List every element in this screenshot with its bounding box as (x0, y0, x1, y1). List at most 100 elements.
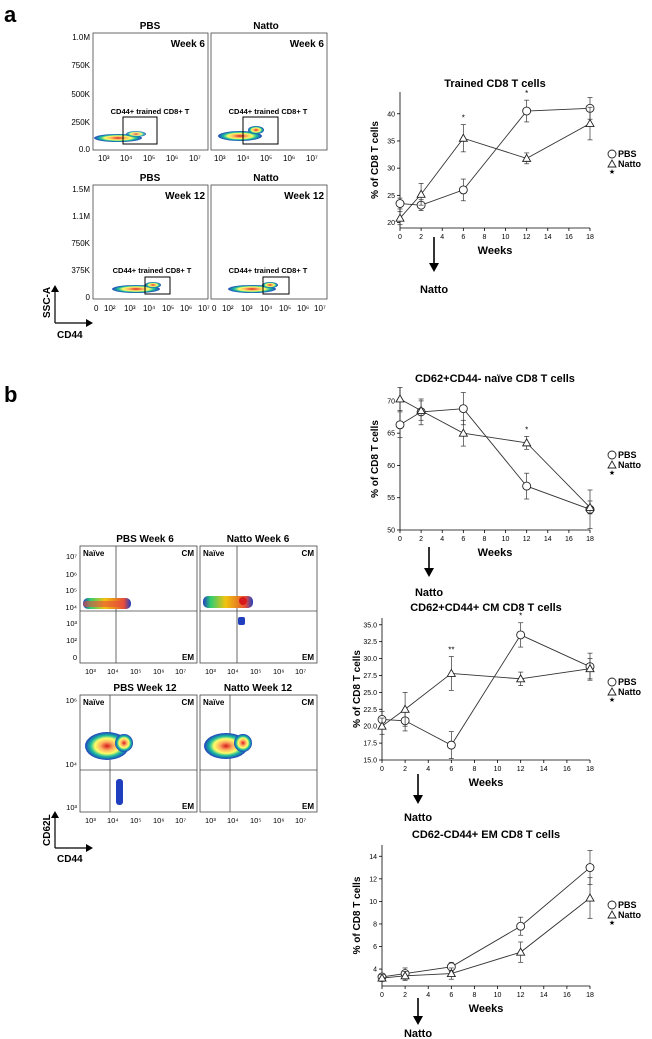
x-tick-label: 4 (426, 992, 430, 999)
legend-marker-pbs (607, 149, 617, 159)
significance-marker: * (519, 612, 522, 621)
y-tick-label: 60 (387, 463, 395, 470)
x-tick-label: 10⁶ (153, 667, 164, 676)
natto-arrow-b-naive: Natto (415, 547, 443, 599)
panel-b-letter: b (4, 382, 17, 407)
x-tick-label: 2 (403, 992, 407, 999)
y-tick-label: 10⁴ (65, 760, 77, 769)
x-tick-label: 2 (419, 234, 423, 241)
data-point-pbs (446, 740, 456, 750)
x-tick-label: 10 (494, 766, 502, 773)
data-point-natto (521, 153, 532, 162)
arrow-head (413, 795, 423, 804)
data-point-pbs (395, 199, 405, 208)
x-tick-label: 10⁴ (227, 816, 239, 825)
x-tick-label: 10 (502, 536, 510, 543)
natto-arrow-label: Natto (404, 812, 432, 824)
y-tick-label: 10⁴ (65, 603, 77, 612)
data-point-natto (416, 405, 426, 415)
x-tick-label: 10⁷ (175, 667, 186, 676)
plot-frame (210, 184, 328, 300)
flow-plot-week-label: Week 6 (171, 39, 206, 50)
x-tick-label: 0 (380, 992, 384, 999)
y-tick-label: 750K (71, 61, 90, 70)
x-tick-label: 10⁷ (198, 304, 210, 313)
y-tick-label: 30.0 (363, 656, 377, 663)
x-tick-label: 18 (586, 766, 594, 773)
series-line-pbs (381, 634, 591, 746)
x-tick-label: 10⁵ (250, 816, 261, 825)
x-tick-label: 10⁶ (283, 154, 295, 163)
quadrant-label-em: EM (302, 653, 314, 662)
y-tick-label: 10⁵ (66, 586, 77, 595)
quadrant-label-cm: CM (182, 698, 195, 707)
x-tick-label: 4 (440, 536, 444, 543)
x-tick-label: 10⁶ (166, 154, 178, 163)
data-point-natto (400, 970, 410, 980)
legend-marker-natto (607, 159, 617, 168)
gate-label: CD44+ trained CD8+ T (113, 266, 192, 275)
y-tick-label: 10⁷ (66, 552, 77, 561)
x-tick-label: 10⁶ (273, 667, 284, 676)
y-tick-label: 0 (86, 293, 91, 302)
flow-plot-b-natto-week12: Natto Week 12 Naïve CM EM (199, 683, 318, 813)
gate-label: CD44+ trained CD8+ T (229, 107, 308, 116)
x-tick-label: 0 (94, 304, 99, 313)
x-tick-label: 4 (426, 766, 430, 773)
flow-plot-group-label: Natto (253, 21, 279, 32)
x-tick-label: 10³ (85, 816, 96, 825)
legend-marker-pbs (607, 677, 617, 687)
line-chart-naive: CD62+CD44- naïve CD8 T cells 50 55 60 65 70 0 2… (370, 373, 641, 559)
legend-label-pbs: PBS (618, 677, 637, 687)
y-tick-label: 20.0 (363, 724, 377, 731)
y-tick-label: 65 (387, 431, 395, 438)
flow-a-bottom-x-ticks: 0 10² 10³ 10⁴ 10⁵ 10⁶ 10⁷ 0 10² 10³ 10⁴ … (94, 304, 326, 313)
x-tick-label: 10⁵ (162, 304, 174, 313)
cell-population (234, 734, 252, 752)
line-chart-cm: CD62+CD44+ CM CD8 T cells 15.0 17.5 20.0 22.… (352, 602, 641, 789)
natto-arrow-b-cm: Natto (404, 774, 432, 824)
quadrant-label-em: EM (302, 802, 314, 811)
natto-arrow-b-em: Natto (404, 998, 432, 1039)
significance-marker: ** (448, 646, 454, 655)
series-line-natto (399, 398, 591, 508)
data-point-natto (585, 502, 595, 511)
data-point-pbs (458, 185, 468, 195)
gate-box (122, 116, 158, 145)
flow-a-top-y-ticks: 1.0M 750K 500K 250K 0.0 (71, 33, 90, 154)
x-tick-label: 10⁷ (314, 304, 326, 313)
x-tick-label: 10 (494, 992, 502, 999)
x-tick-label: 0 (398, 234, 402, 241)
quadrant-label-cm: CM (182, 549, 195, 558)
flow-plot-group-label: PBS (140, 173, 161, 184)
y-arrowhead (51, 285, 59, 292)
data-point-natto (395, 394, 405, 403)
data-point-natto (585, 663, 595, 673)
data-point-natto (515, 673, 526, 683)
y-arrowhead (51, 811, 59, 818)
data-point-pbs (522, 481, 532, 491)
x-tick-label: 14 (544, 536, 552, 543)
cell-population-core (83, 601, 123, 607)
y-tick-label: 35 (387, 138, 395, 145)
quadrant-label-cm: CM (302, 549, 315, 558)
x-tick-label: 16 (563, 766, 571, 773)
y-tick-label: 15.0 (363, 758, 377, 765)
y-tick-label: 30 (387, 166, 395, 173)
series-line-pbs (399, 408, 591, 510)
series-line-natto (381, 897, 591, 979)
x-tick-label: 10³ (85, 667, 96, 676)
natto-arrow-label: Natto (420, 284, 448, 296)
data-point-natto (585, 118, 595, 128)
flow-a-bottom-y-ticks: 1.5M 1.1M 750K 375K 0 (71, 185, 90, 302)
x-tick-label: 0 (212, 304, 217, 313)
gate-box (144, 276, 171, 295)
data-point-pbs (516, 630, 526, 640)
data-point-natto (458, 133, 469, 142)
y-tick-label: 375K (71, 266, 90, 275)
natto-arrow-a: Natto (420, 237, 448, 296)
line-chart-trained: Trained CD8 T cells 20 25 30 35 40 0 2 4 6 8 10 12 14… (370, 78, 641, 257)
x-tick-label: 10⁷ (295, 667, 306, 676)
flow-a-axis-indicator: SSC-A CD44 (42, 285, 93, 341)
legend-marker-natto (607, 460, 617, 469)
